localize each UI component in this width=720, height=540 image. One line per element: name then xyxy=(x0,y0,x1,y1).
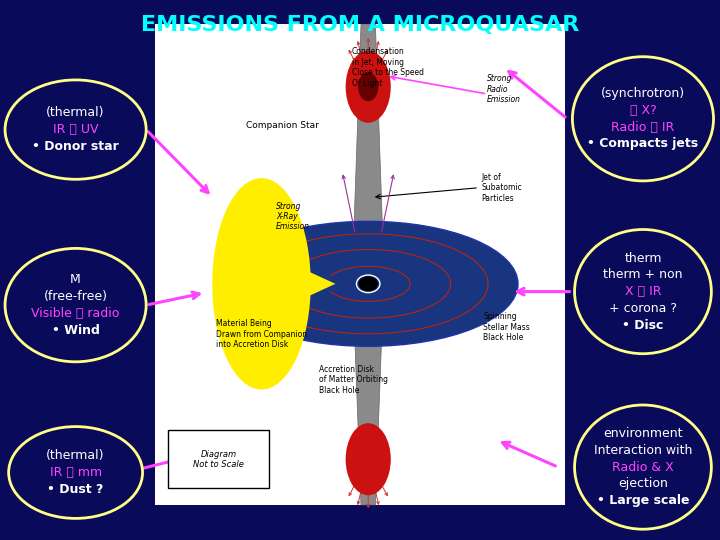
Text: therm: therm xyxy=(624,252,662,265)
Text: Jet of
Subatomic
Particles: Jet of Subatomic Particles xyxy=(481,173,522,202)
Ellipse shape xyxy=(5,248,146,362)
Text: X ⬞ IR: X ⬞ IR xyxy=(625,285,661,298)
Text: • Donor star: • Donor star xyxy=(32,140,119,153)
Ellipse shape xyxy=(572,57,714,181)
Polygon shape xyxy=(352,274,384,505)
Text: (synchrotron): (synchrotron) xyxy=(601,87,685,100)
Text: IR ⬞ mm: IR ⬞ mm xyxy=(50,466,102,479)
Text: Interaction with: Interaction with xyxy=(594,444,692,457)
Text: environment: environment xyxy=(603,427,683,440)
Text: • Large scale: • Large scale xyxy=(597,494,689,507)
Ellipse shape xyxy=(5,80,146,179)
Text: Diagram
Not to Scale: Diagram Not to Scale xyxy=(193,449,244,469)
Text: therm + non: therm + non xyxy=(603,268,683,281)
Text: Ṁ: Ṁ xyxy=(71,273,81,287)
Text: (thermal): (thermal) xyxy=(46,449,105,462)
Text: Companion Star: Companion Star xyxy=(246,121,318,130)
FancyBboxPatch shape xyxy=(168,430,269,488)
Text: • Disc: • Disc xyxy=(622,319,664,332)
Text: EMISSIONS FROM A MICROQUASAR: EMISSIONS FROM A MICROQUASAR xyxy=(141,15,579,35)
Text: ejection: ejection xyxy=(618,477,668,490)
Text: Strong
Radio
Emission: Strong Radio Emission xyxy=(487,75,521,104)
Ellipse shape xyxy=(575,405,711,529)
Text: ⬞ X?: ⬞ X? xyxy=(629,104,657,117)
Ellipse shape xyxy=(358,72,379,101)
Ellipse shape xyxy=(346,51,391,123)
Polygon shape xyxy=(352,24,384,274)
Ellipse shape xyxy=(9,427,143,518)
Text: Strong
X-Ray
Emission: Strong X-Ray Emission xyxy=(276,201,310,232)
Circle shape xyxy=(359,277,377,291)
Ellipse shape xyxy=(575,230,711,354)
Text: • Dust ?: • Dust ? xyxy=(48,483,104,496)
Ellipse shape xyxy=(346,423,391,495)
Text: • Wind: • Wind xyxy=(52,323,99,337)
Text: Radio ⬞ IR: Radio ⬞ IR xyxy=(611,120,675,134)
Text: (thermal): (thermal) xyxy=(46,106,105,119)
Text: Accretion Disk
of Matter Orbiting
Black Hole: Accretion Disk of Matter Orbiting Black … xyxy=(319,365,388,395)
Text: Material Being
Drawn from Companion
into Accretion Disk: Material Being Drawn from Companion into… xyxy=(216,319,307,349)
Ellipse shape xyxy=(218,221,518,346)
Text: (free-free): (free-free) xyxy=(44,290,107,303)
Text: + corona ?: + corona ? xyxy=(609,302,677,315)
Text: Radio & X: Radio & X xyxy=(612,461,674,474)
Text: • Compacts jets: • Compacts jets xyxy=(588,137,698,151)
FancyBboxPatch shape xyxy=(155,24,565,505)
Text: IR ⬞ UV: IR ⬞ UV xyxy=(53,123,99,136)
Text: Spinning
Stellar Mass
Black Hole: Spinning Stellar Mass Black Hole xyxy=(483,312,530,342)
Text: Condensation
in Jet, Moving
Close to the Speed
Of Light: Condensation in Jet, Moving Close to the… xyxy=(352,48,424,87)
Polygon shape xyxy=(301,268,336,300)
Ellipse shape xyxy=(212,178,311,389)
Text: Visible ⬞ radio: Visible ⬞ radio xyxy=(32,307,120,320)
